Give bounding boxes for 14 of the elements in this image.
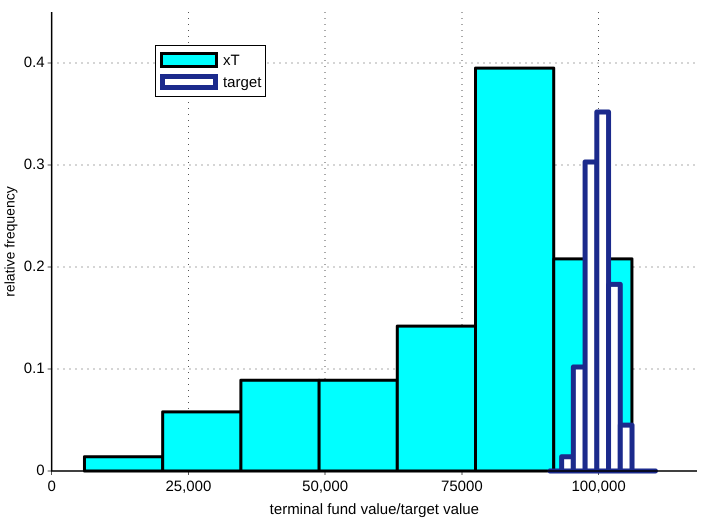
legend-label: target <box>223 74 262 90</box>
y-tick-label: 0.2 <box>24 258 45 276</box>
y-axis-title: relative frequency <box>1 186 18 297</box>
x-tick-label: 0 <box>47 478 56 496</box>
x-tick-label: 75000 <box>440 478 483 496</box>
y-tick-label: 0.1 <box>24 360 45 378</box>
x-axis-title: terminal fund value/target value <box>270 501 479 518</box>
x-tick-label: 25,000 <box>165 478 212 496</box>
x-tick-label: 50,000 <box>302 478 348 496</box>
legend-label: xT <box>223 52 240 68</box>
x-tick-label: 100,000 <box>571 478 626 496</box>
y-tick-label: 0.3 <box>24 156 45 174</box>
y-tick-label: 0 <box>36 462 45 480</box>
y-tick-label: 0.4 <box>24 54 45 72</box>
